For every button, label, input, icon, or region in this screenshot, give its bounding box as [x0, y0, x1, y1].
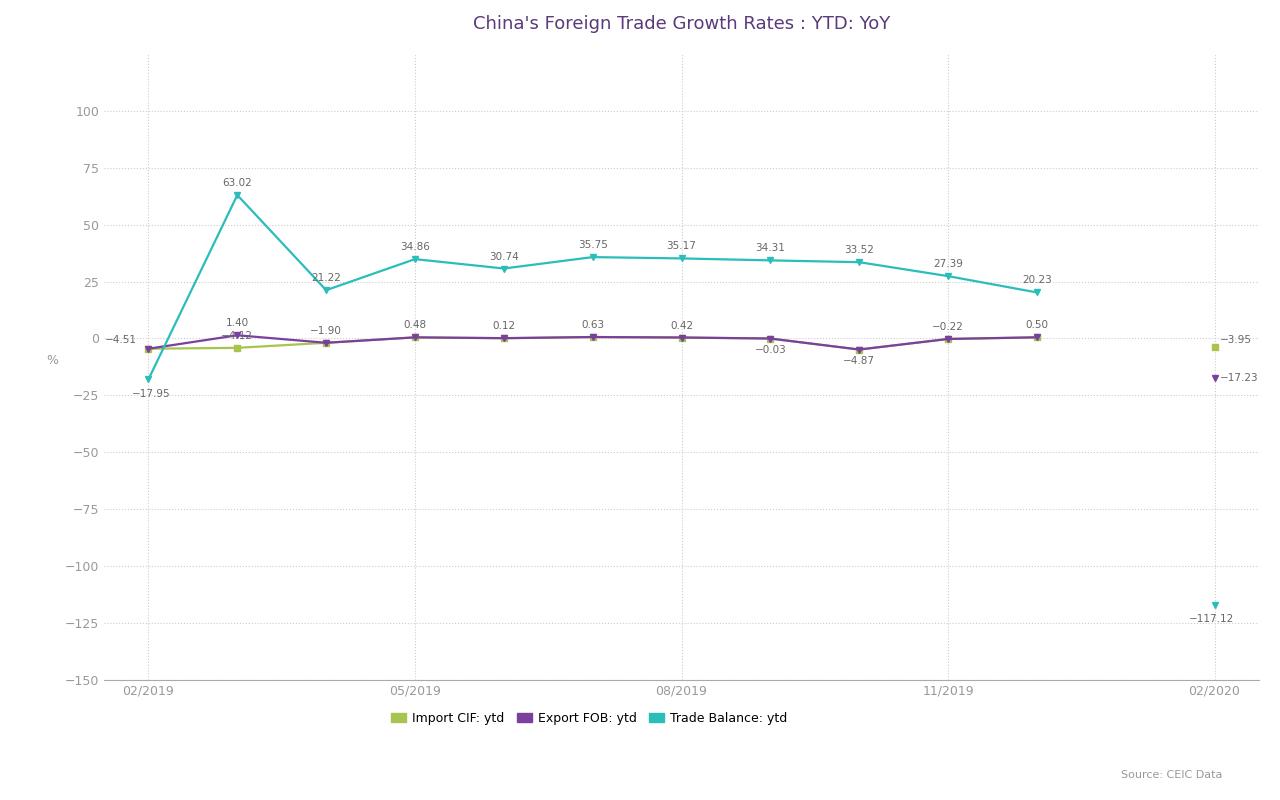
Text: 35.75: 35.75 — [577, 240, 608, 250]
Import CIF: ytd: (12, -3.95): ytd: (12, -3.95) — [1207, 342, 1222, 352]
Text: −4.12: −4.12 — [221, 331, 253, 341]
Text: 27.39: 27.39 — [933, 259, 963, 269]
Text: 35.17: 35.17 — [667, 242, 696, 251]
Import CIF: ytd: (0, -4.51): ytd: (0, -4.51) — [141, 344, 156, 354]
Import CIF: ytd: (10, 0.5): ytd: (10, 0.5) — [1029, 333, 1044, 342]
Export FOB: ytd: (8, -4.87): ytd: (8, -4.87) — [851, 345, 867, 354]
Export FOB: ytd: (2, -1.9): ytd: (2, -1.9) — [319, 338, 334, 347]
Line: Import CIF: ytd: Import CIF: ytd — [145, 334, 1219, 353]
Import CIF: ytd: (1, -4.12): ytd: (1, -4.12) — [229, 343, 244, 353]
Trade Balance: ytd: (2, 21.2): ytd: (2, 21.2) — [319, 286, 334, 295]
Export FOB: ytd: (4, 0.12): ytd: (4, 0.12) — [497, 334, 512, 343]
Line: Export FOB: ytd: Export FOB: ytd — [145, 332, 1219, 381]
Text: 0.48: 0.48 — [403, 321, 426, 330]
Trade Balance: ytd: (6, 35.2): ytd: (6, 35.2) — [673, 254, 689, 263]
Export FOB: ytd: (5, 0.63): ytd: (5, 0.63) — [585, 332, 600, 342]
Export FOB: ytd: (3, 0.48): ytd: (3, 0.48) — [407, 333, 422, 342]
Text: 0.12: 0.12 — [493, 322, 516, 331]
Import CIF: ytd: (7, -0.03): ytd: (7, -0.03) — [763, 334, 778, 343]
Line: Trade Balance: ytd: Trade Balance: ytd — [145, 191, 1219, 609]
Export FOB: ytd: (0, -4.51): ytd: (0, -4.51) — [141, 344, 156, 354]
Text: −117.12: −117.12 — [1189, 614, 1234, 625]
Text: −1.90: −1.90 — [310, 326, 342, 336]
Import CIF: ytd: (4, 0.12): ytd: (4, 0.12) — [497, 334, 512, 343]
Text: −3.95: −3.95 — [1220, 334, 1252, 345]
Text: Source: CEIC Data: Source: CEIC Data — [1121, 770, 1222, 780]
Export FOB: ytd: (7, -0.03): ytd: (7, -0.03) — [763, 334, 778, 343]
Trade Balance: ytd: (12, -117): ytd: (12, -117) — [1207, 600, 1222, 610]
Trade Balance: ytd: (9, 27.4): ytd: (9, 27.4) — [941, 271, 956, 281]
Text: 33.52: 33.52 — [845, 246, 874, 255]
Text: 1.40: 1.40 — [225, 318, 248, 328]
Import CIF: ytd: (9, -0.22): ytd: (9, -0.22) — [941, 334, 956, 344]
Text: 0.50: 0.50 — [1025, 320, 1048, 330]
Text: −0.03: −0.03 — [754, 345, 786, 355]
Trade Balance: ytd: (4, 30.7): ytd: (4, 30.7) — [497, 264, 512, 274]
Import CIF: ytd: (3, 0.48): ytd: (3, 0.48) — [407, 333, 422, 342]
Text: 0.42: 0.42 — [669, 321, 692, 330]
Text: 63.02: 63.02 — [223, 178, 252, 188]
Export FOB: ytd: (6, 0.42): ytd: (6, 0.42) — [673, 333, 689, 342]
Text: −17.95: −17.95 — [132, 389, 170, 398]
Text: −4.87: −4.87 — [844, 356, 876, 366]
Title: China's Foreign Trade Growth Rates : YTD: YoY: China's Foreign Trade Growth Rates : YTD… — [472, 15, 890, 33]
Export FOB: ytd: (9, -0.22): ytd: (9, -0.22) — [941, 334, 956, 344]
Text: 34.31: 34.31 — [755, 243, 786, 254]
Trade Balance: ytd: (7, 34.3): ytd: (7, 34.3) — [763, 255, 778, 265]
Legend: Import CIF: ytd, Export FOB: ytd, Trade Balance: ytd: Import CIF: ytd, Export FOB: ytd, Trade … — [385, 707, 792, 730]
Text: 0.63: 0.63 — [581, 320, 604, 330]
Trade Balance: ytd: (1, 63): ytd: (1, 63) — [229, 190, 244, 200]
Import CIF: ytd: (5, 0.63): ytd: (5, 0.63) — [585, 332, 600, 342]
Text: 20.23: 20.23 — [1021, 275, 1052, 286]
Text: 30.74: 30.74 — [489, 251, 518, 262]
Text: −0.22: −0.22 — [932, 322, 964, 332]
Trade Balance: ytd: (8, 33.5): ytd: (8, 33.5) — [851, 258, 867, 267]
Text: 21.22: 21.22 — [311, 274, 340, 283]
Trade Balance: ytd: (5, 35.8): ytd: (5, 35.8) — [585, 252, 600, 262]
Trade Balance: ytd: (3, 34.9): ytd: (3, 34.9) — [407, 254, 422, 264]
Export FOB: ytd: (12, -17.2): ytd: (12, -17.2) — [1207, 373, 1222, 382]
Text: 34.86: 34.86 — [401, 242, 430, 252]
Import CIF: ytd: (2, -1.9): ytd: (2, -1.9) — [319, 338, 334, 347]
Export FOB: ytd: (1, 1.4): ytd: (1, 1.4) — [229, 330, 244, 340]
Import CIF: ytd: (6, 0.42): ytd: (6, 0.42) — [673, 333, 689, 342]
Import CIF: ytd: (8, -4.87): ytd: (8, -4.87) — [851, 345, 867, 354]
Trade Balance: ytd: (10, 20.2): ytd: (10, 20.2) — [1029, 288, 1044, 298]
Trade Balance: ytd: (0, -17.9): ytd: (0, -17.9) — [141, 374, 156, 384]
Y-axis label: %: % — [46, 354, 58, 367]
Export FOB: ytd: (10, 0.5): ytd: (10, 0.5) — [1029, 333, 1044, 342]
Text: −17.23: −17.23 — [1220, 374, 1258, 383]
Text: −4.51: −4.51 — [105, 334, 137, 345]
